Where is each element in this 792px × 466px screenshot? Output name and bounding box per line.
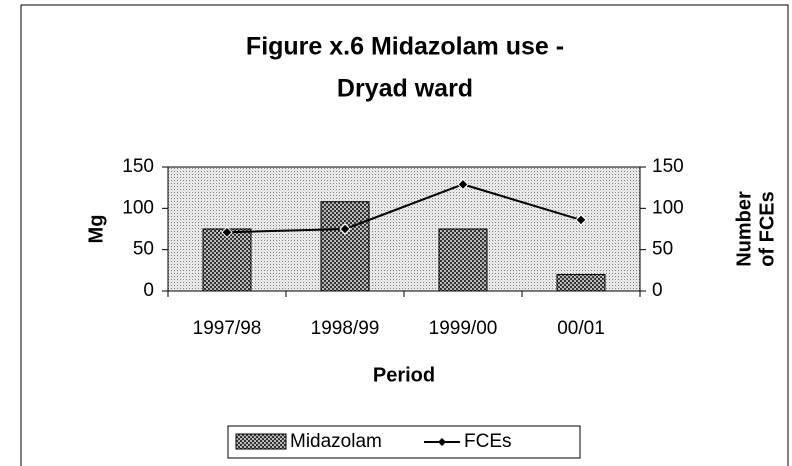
line-marker [221, 226, 233, 239]
bar [202, 228, 252, 292]
y-axis-title: Mg [85, 215, 107, 244]
bar [556, 273, 606, 292]
x-axis-title: Period [373, 364, 435, 386]
legend-label: FCEs [464, 431, 512, 452]
x-tick-label: 00/01 [557, 318, 605, 339]
y2-tick-label: 50 [652, 239, 673, 260]
y2-tick-label: 150 [652, 156, 684, 177]
legend-label: Midazolam [290, 431, 382, 452]
chart-title: Figure x.6 Midazolam use - [246, 33, 564, 61]
x-tick-label: 1998/99 [311, 318, 380, 339]
y2-tick-label: 0 [652, 280, 663, 301]
line-marker [457, 178, 469, 191]
y-tick-label: 100 [122, 197, 154, 218]
bar [438, 228, 488, 292]
y2-axis-title: Number [733, 191, 755, 267]
y-tick-label: 50 [133, 239, 154, 260]
line [226, 183, 582, 234]
legend-marker [438, 438, 446, 446]
legend [227, 425, 581, 459]
line-marker [575, 214, 587, 226]
bar [320, 201, 370, 292]
legend-swatch [235, 433, 287, 450]
x-tick-label: 1997/98 [193, 318, 262, 339]
x-tick-label: 1999/00 [429, 318, 498, 339]
y2-axis-title: of FCEs [756, 191, 778, 267]
y-tick-label: 0 [143, 280, 154, 301]
y2-tick-label: 100 [652, 197, 684, 218]
line-marker [339, 223, 351, 235]
y-tick-label: 150 [122, 156, 154, 177]
chart-title: Dryad ward [337, 75, 473, 103]
